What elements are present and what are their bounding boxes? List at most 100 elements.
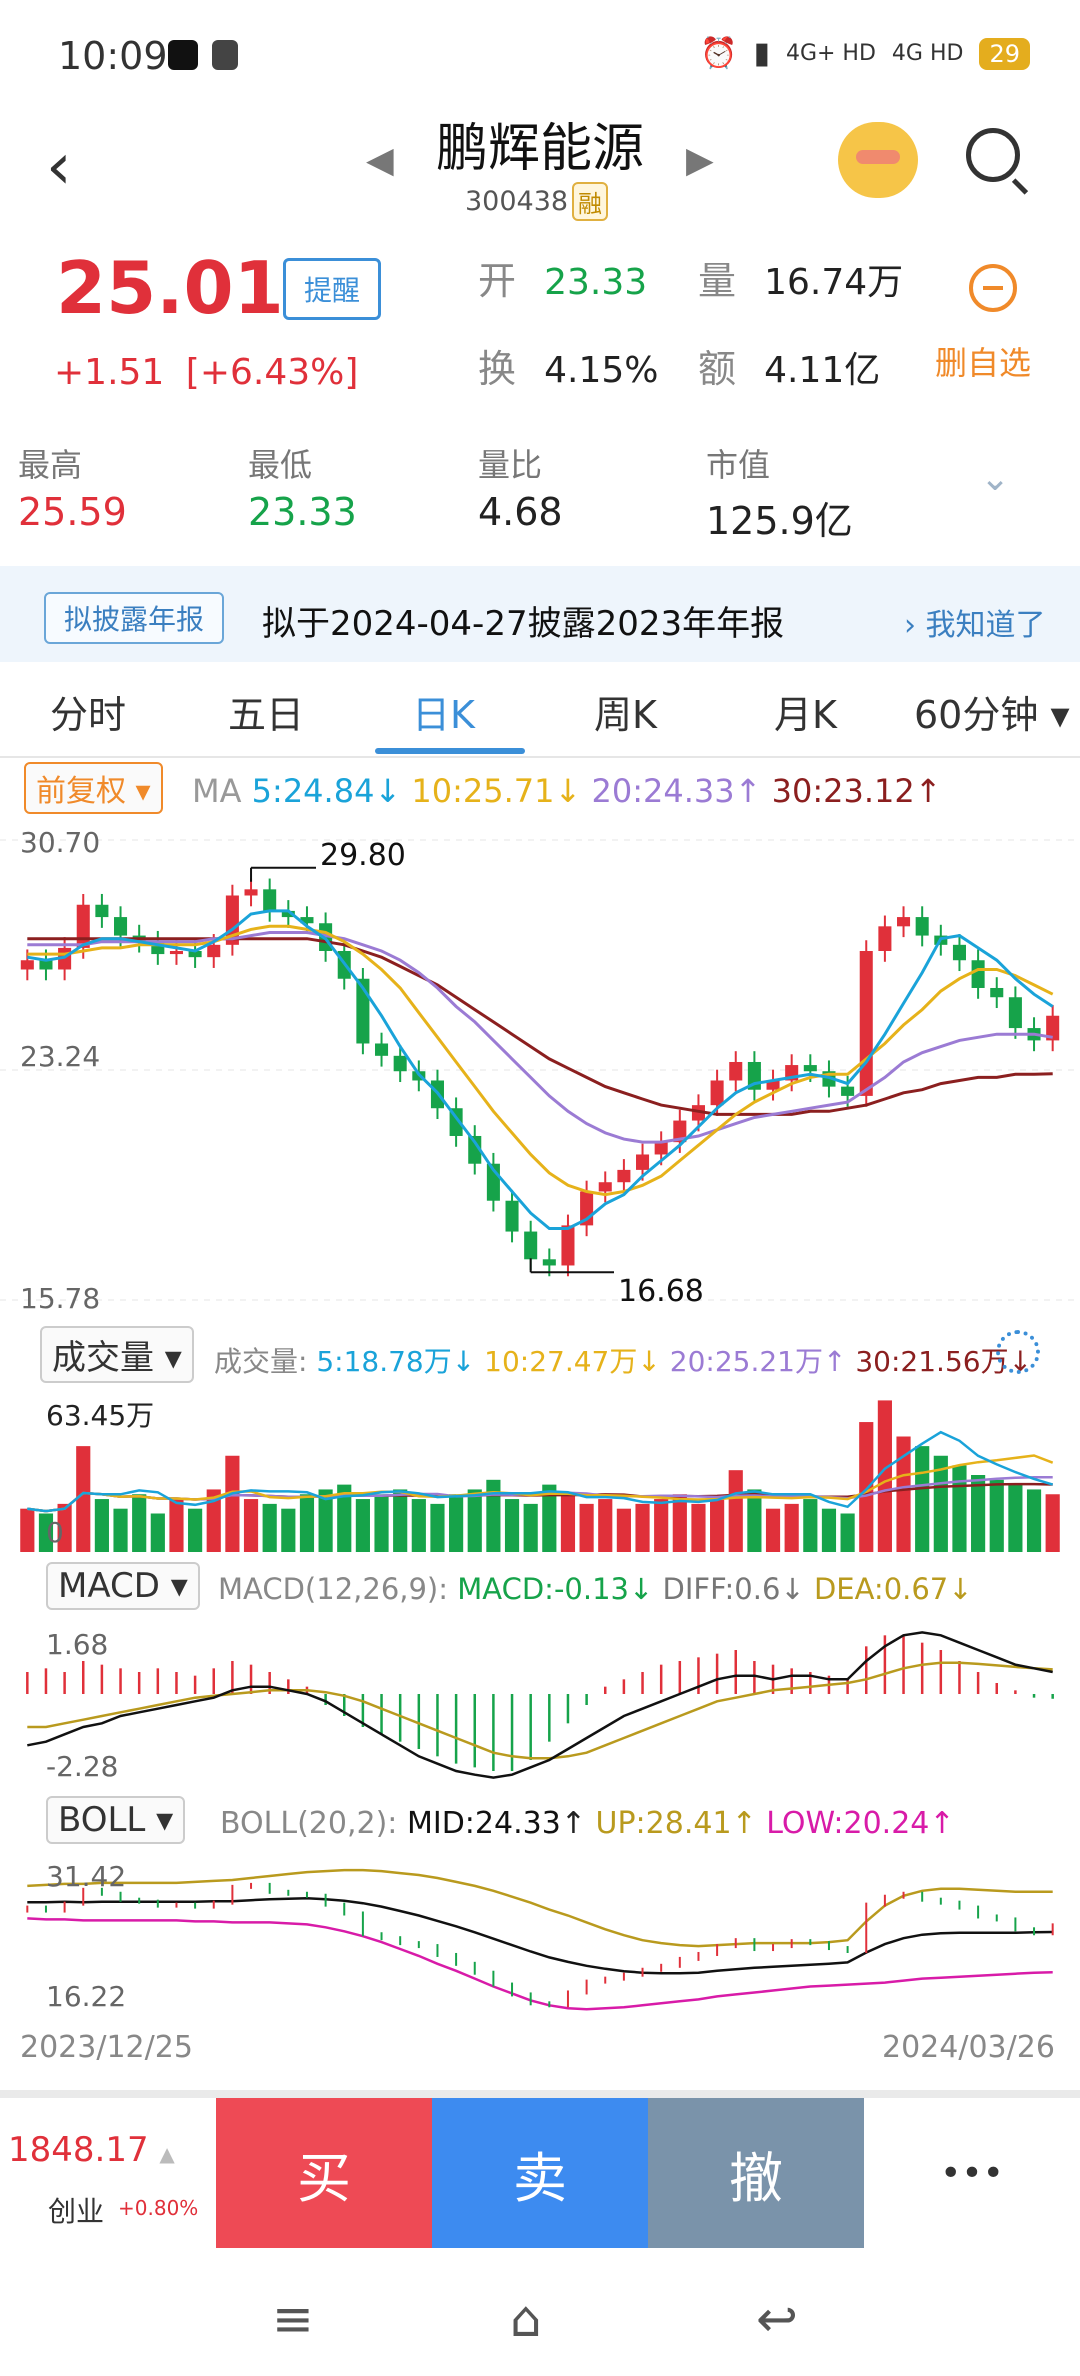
candle-body — [207, 944, 221, 958]
volume-bar — [877, 1400, 892, 1552]
remove-watchlist-icon[interactable] — [969, 264, 1017, 312]
ma20-value: 20:24.33 — [591, 772, 735, 810]
candle-body — [244, 889, 258, 896]
volume-bar — [318, 1489, 333, 1552]
home-icon[interactable]: ⌂ — [510, 2290, 542, 2348]
adjust-label[interactable]: 前复权 — [36, 774, 126, 809]
volume-bar — [635, 1503, 650, 1552]
volume-bar — [1026, 1489, 1042, 1552]
notice-tag: 拟披露年报 — [44, 592, 225, 644]
more-button[interactable]: ••• — [864, 2098, 1080, 2248]
date-start: 2023/12/25 — [20, 2030, 193, 2065]
volume-select-label[interactable]: 成交量 — [52, 1338, 154, 1378]
dea-line — [27, 1661, 1053, 1760]
tab-60min-label[interactable]: 60分钟 — [914, 693, 1039, 737]
volume-select[interactable]: 成交量 ▾ — [40, 1326, 194, 1383]
volume-bar — [952, 1465, 967, 1552]
volume-bar — [355, 1499, 370, 1552]
macd-select-label[interactable]: MACD — [58, 1566, 160, 1606]
alarm-icon: ⏰ — [700, 36, 738, 71]
k-high-label: 29.80 — [320, 838, 406, 873]
macd-legend: MACD(12,26,9): MACD:-0.13↓ DIFF:0.6↓ DEA… — [218, 1572, 973, 1606]
volume-chart[interactable] — [0, 1390, 1080, 1556]
amount-value: 4.11亿 — [764, 350, 881, 391]
candle-body — [39, 960, 53, 970]
volume-bar — [393, 1489, 408, 1552]
boll-select[interactable]: BOLL ▾ — [46, 1796, 186, 1844]
buy-button[interactable]: 买 — [216, 2098, 432, 2248]
stat-ratio-label: 量比 — [478, 446, 543, 484]
candle-body — [20, 960, 34, 970]
tab-60min[interactable]: 60分钟 ▾ — [914, 693, 1070, 737]
adjust-select[interactable]: 前复权 ▾ — [24, 762, 163, 814]
back-icon[interactable]: ‹ — [46, 130, 72, 204]
candle-body — [169, 950, 183, 955]
volume-bar — [374, 1494, 389, 1552]
remind-button[interactable]: 提醒 — [283, 258, 382, 320]
candle-body — [766, 1080, 780, 1090]
prev-stock-icon[interactable]: ◀ — [366, 140, 394, 181]
mascot-icon[interactable] — [838, 122, 918, 198]
candle-body — [281, 910, 295, 918]
vol20-value: 20:25.21万 — [669, 1345, 823, 1378]
boll-up-line — [27, 1868, 1053, 1948]
vol-axis-top: 63.45万 — [46, 1399, 155, 1432]
next-stock-icon[interactable]: ▶ — [686, 140, 714, 181]
active-tab-indicator — [375, 748, 525, 754]
volume-bar — [859, 1422, 874, 1552]
sell-button[interactable]: 卖 — [432, 2098, 648, 2248]
boll-low-line — [27, 1917, 1053, 2011]
candle-body — [617, 1169, 631, 1183]
divider — [0, 756, 1080, 758]
volume-bar — [933, 1455, 948, 1552]
tab-monthly-k[interactable]: 月K — [774, 693, 837, 737]
settings-gear-icon[interactable] — [996, 1330, 1040, 1374]
notice-dismiss-label[interactable]: 我知道了 — [925, 608, 1046, 643]
ma-legend: MA 5:24.84↓ 10:25.71↓ 20:24.33↑ 30:23.12… — [192, 772, 942, 810]
notice-dismiss[interactable]: › 我知道了 — [904, 608, 1046, 643]
volume-bar — [281, 1508, 296, 1552]
index-value: 1848.17 ▲ — [8, 2130, 175, 2170]
volume-bar — [262, 1503, 277, 1552]
vol30-value: 30:21.56万 — [855, 1345, 1009, 1378]
remove-watchlist-label[interactable]: 删自选 — [935, 344, 1032, 382]
change-pct: [+6.43%] — [185, 352, 359, 393]
boll-up: UP:28.41 — [595, 1806, 732, 1841]
candle-body — [375, 1043, 389, 1056]
stat-low-label: 最低 — [248, 446, 313, 484]
volume-bar — [20, 1508, 35, 1552]
volume-prefix: 成交量: — [214, 1345, 308, 1378]
index-widget[interactable]: 1848.17 ▲ 创业 +0.80% — [0, 2098, 216, 2248]
back-nav-icon[interactable]: ↩ — [756, 2290, 798, 2348]
tab-daily-k[interactable]: 日K — [412, 693, 475, 737]
macd-chart[interactable] — [0, 1622, 1080, 1788]
current-price: 25.01 — [56, 246, 284, 330]
boll-chart[interactable] — [0, 1852, 1080, 2022]
volume-bar — [504, 1499, 520, 1552]
menu-icon[interactable]: ≡ — [272, 2290, 314, 2348]
tab-five-day[interactable]: 五日 — [228, 693, 305, 737]
volume-bar — [728, 1470, 743, 1552]
candle-body — [524, 1231, 538, 1260]
volume-bar — [57, 1503, 72, 1552]
tab-intraday[interactable]: 分时 — [50, 693, 127, 737]
notice-text: 拟于2024-04-27披露2023年年报 — [262, 604, 785, 644]
macd-select[interactable]: MACD ▾ — [46, 1562, 200, 1610]
boll-axis-bottom: 16.22 — [46, 1980, 127, 2013]
search-icon[interactable] — [966, 128, 1020, 182]
volume-bar — [747, 1489, 762, 1552]
kline-chart[interactable] — [0, 820, 1080, 1320]
ma30-value: 30:23.12 — [771, 772, 915, 810]
boll-select-label[interactable]: BOLL — [58, 1800, 146, 1840]
volume-bar — [803, 1499, 818, 1552]
volume-bar — [989, 1479, 1004, 1552]
tab-weekly-k[interactable]: 周K — [594, 693, 657, 737]
stat-high-value: 25.59 — [18, 490, 127, 534]
candle-body — [803, 1065, 817, 1072]
expand-chevron-icon[interactable]: ⌄ — [980, 458, 1011, 499]
cancel-order-button[interactable]: 撤 — [648, 2098, 864, 2248]
volume-bar — [616, 1508, 631, 1552]
candle-body — [915, 917, 929, 936]
open-row: 开 23.33 — [478, 250, 647, 305]
stat-high-label: 最高 — [18, 446, 83, 484]
